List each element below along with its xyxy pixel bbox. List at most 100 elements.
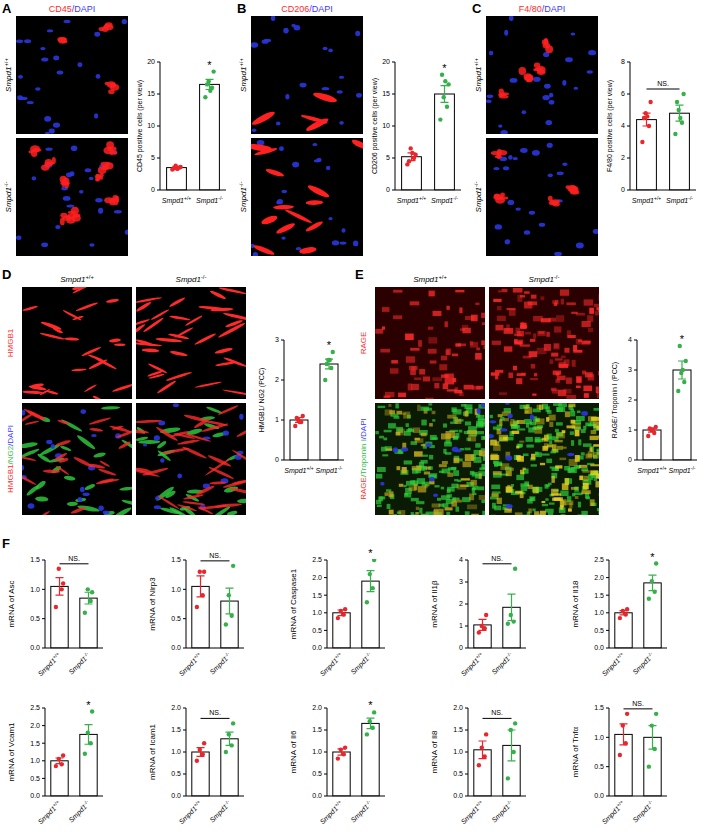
stain-patch xyxy=(405,334,414,340)
micrograph xyxy=(251,138,363,256)
stain-patch xyxy=(414,377,421,380)
stain-patch xyxy=(544,435,549,442)
micrograph xyxy=(489,287,599,399)
allele: +/+ xyxy=(51,799,60,808)
bar xyxy=(615,613,632,648)
cell xyxy=(95,174,101,178)
data-point xyxy=(513,721,517,725)
stain-patch xyxy=(525,411,529,414)
cell xyxy=(53,452,68,462)
cell xyxy=(544,38,549,45)
fibre xyxy=(377,505,382,507)
cell xyxy=(72,287,84,291)
stain-patch xyxy=(457,484,467,489)
stain-patch xyxy=(419,369,425,375)
x-axis-line xyxy=(468,648,526,649)
genotype-label: Smpd1+/+ xyxy=(60,274,94,284)
fibre xyxy=(492,491,501,493)
stain-patch xyxy=(417,405,420,411)
data-point xyxy=(648,100,652,104)
cell xyxy=(156,337,183,343)
image-background xyxy=(486,16,598,134)
allele: +/+ xyxy=(659,465,666,471)
image-background xyxy=(136,287,246,399)
stain-patch xyxy=(509,468,513,471)
y-tick-label: 10 xyxy=(147,122,155,129)
nucleus xyxy=(85,168,91,172)
fibre xyxy=(583,443,592,447)
y-tick-label: 0.0 xyxy=(312,644,322,651)
cell xyxy=(101,406,121,410)
data-point xyxy=(511,750,515,754)
cell xyxy=(62,309,82,321)
y-tick xyxy=(465,582,468,583)
y-tick xyxy=(324,752,327,753)
genotype-label: Smpd1-/- xyxy=(316,465,343,475)
y-tick-label: 2.0 xyxy=(594,574,604,581)
stain-patch xyxy=(528,508,531,513)
bar xyxy=(474,750,491,796)
y-tick xyxy=(183,618,186,619)
genotype-label: Smpd1+/+ xyxy=(238,58,248,92)
stain-patch xyxy=(415,438,420,441)
stain-patch xyxy=(589,447,592,451)
gene-name: Smpd1 xyxy=(474,187,483,212)
genotype-label: Smpd1-/- xyxy=(348,798,374,824)
significance-label: * xyxy=(327,339,332,351)
stain-patch xyxy=(530,339,536,342)
cell xyxy=(183,432,212,442)
genotype-label: Smpd1+/+ xyxy=(317,651,345,679)
figure: ACD45/DAPISmpd1+/+Smpd1-/-05101520Smpd1+… xyxy=(0,0,706,840)
y-tick-label: 2.5 xyxy=(312,556,322,563)
cell xyxy=(183,493,204,500)
gene-name: Smpd1 xyxy=(196,197,218,205)
stain-patch xyxy=(566,395,576,399)
stain-patch xyxy=(469,493,474,500)
y-axis-title: mRNA of Asc xyxy=(7,580,16,627)
y-tick-label: 2.0 xyxy=(312,704,322,711)
stain-patch xyxy=(583,483,589,489)
stain-patch xyxy=(396,411,402,414)
stain-patch xyxy=(504,346,512,351)
bar xyxy=(362,723,379,796)
bar-chart: 0.00.51.01.52.0Smpd1+/+Smpd1-/-mRNA of I… xyxy=(289,699,385,826)
stain-patch xyxy=(423,376,430,381)
fibre xyxy=(581,511,587,515)
bar xyxy=(402,157,422,190)
y-tick-label: 1 xyxy=(275,416,279,423)
nucleus xyxy=(532,150,540,156)
stain-patch xyxy=(540,511,546,515)
fibre xyxy=(494,506,501,511)
allele: -/- xyxy=(505,798,513,806)
error-cap xyxy=(508,760,516,761)
stain-patch xyxy=(554,440,562,442)
nucleus xyxy=(252,128,257,132)
cell xyxy=(23,408,46,421)
fibre xyxy=(577,411,581,413)
bar-chart: 0.00.51.01.52.0Smpd1+/+Smpd1-/-mRNA of I… xyxy=(430,704,526,826)
genotype-label: Smpd1-/- xyxy=(669,465,696,475)
stain-patch xyxy=(493,471,502,474)
y-tick-label: 1.5 xyxy=(30,556,40,563)
allele: -/- xyxy=(223,798,231,806)
allele: -/- xyxy=(218,195,223,201)
fibre xyxy=(546,459,552,464)
bar xyxy=(320,364,338,460)
stain-part: /DAPI xyxy=(6,425,15,446)
stain-patch xyxy=(429,423,433,426)
error-cap xyxy=(367,718,375,719)
stain-part: HMGB1 xyxy=(6,328,15,357)
cell xyxy=(236,428,246,438)
nucleus xyxy=(271,16,275,21)
data-point xyxy=(647,124,651,128)
stain-patch xyxy=(410,301,420,305)
data-point xyxy=(341,612,345,616)
y-tick xyxy=(281,380,284,381)
cell xyxy=(237,498,246,503)
stain-patch xyxy=(500,463,509,470)
genotype-label: Smpd1+/+ xyxy=(458,651,486,679)
panel-letter: D xyxy=(2,267,11,282)
data-point xyxy=(208,89,212,93)
fibre xyxy=(384,430,392,432)
y-axis-title: mRNA of Vcam1 xyxy=(7,722,16,782)
